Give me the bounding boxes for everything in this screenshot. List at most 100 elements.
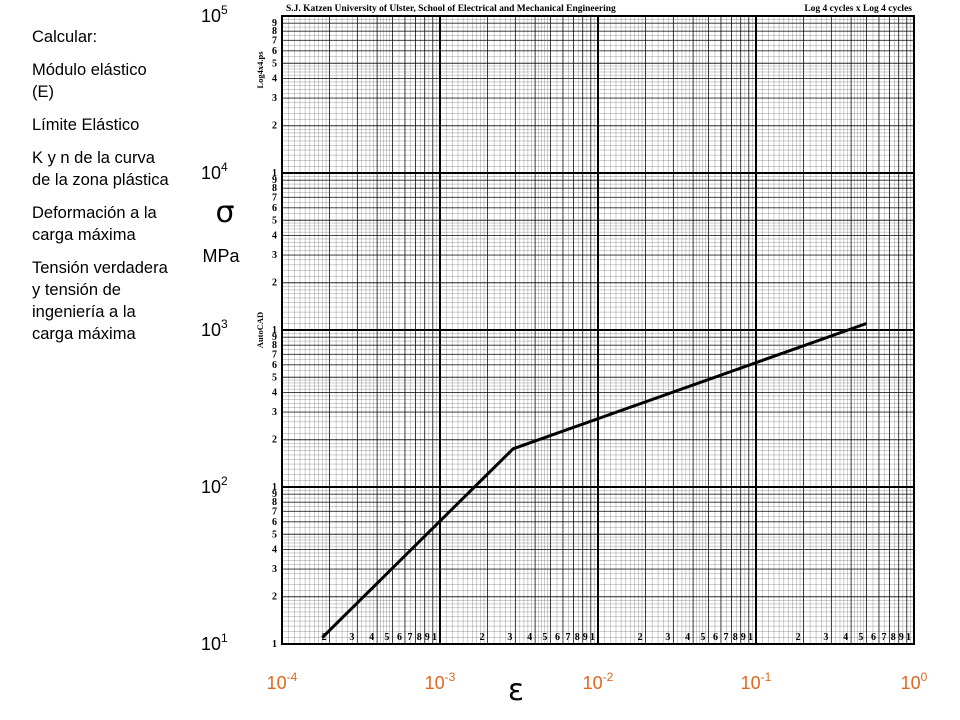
grid-digit-y: 1 bbox=[272, 639, 277, 650]
y-tick-labels: 101 102 103 104 105 bbox=[201, 3, 228, 654]
grid-digit-x: 1 bbox=[906, 632, 911, 643]
grid-digit-x: 2 bbox=[796, 632, 801, 643]
grid-digit-y: 7 bbox=[272, 349, 277, 360]
grid-digit-y: 4 bbox=[272, 544, 277, 555]
grid-digit-x: 5 bbox=[858, 632, 863, 643]
stress-strain-line bbox=[321, 322, 867, 639]
grid-digit-x: 9 bbox=[899, 632, 904, 643]
grid-digit-x: 5 bbox=[700, 632, 705, 643]
x-tick-label: 10-3 bbox=[425, 670, 456, 693]
grid-digit-y: 8 bbox=[272, 340, 277, 351]
grid-digit-x: 1 bbox=[432, 632, 437, 643]
y-axis-label: σ bbox=[215, 195, 234, 230]
grid-digit-x: 5 bbox=[384, 632, 389, 643]
grid-digit-y: 6 bbox=[272, 360, 277, 371]
y-tick-label: 104 bbox=[201, 160, 228, 183]
grid-digit-x: 4 bbox=[843, 632, 848, 643]
x-tick-label: 10-4 bbox=[267, 670, 298, 693]
paper-side-label-top: Log4x4.ps bbox=[255, 51, 265, 89]
sidebar-item-elastic-modulus: Módulo elástico (E) bbox=[32, 61, 147, 101]
grid-digit-y: 2 bbox=[272, 592, 277, 603]
paper-header-right: Log 4 cycles x Log 4 cycles bbox=[804, 4, 912, 14]
grid-digit-y: 7 bbox=[272, 506, 277, 517]
sidebar-item-k-n-plastic: K y n de la curva de la zona plástica bbox=[32, 149, 169, 189]
grid-digit-x: 8 bbox=[575, 632, 580, 643]
grid-digit-y: 6 bbox=[272, 46, 277, 57]
grid-digit-y: 8 bbox=[272, 26, 277, 37]
paper-header-left: S.J. Katzen University of Ulster, School… bbox=[286, 4, 616, 14]
sidebar-questions: Calcular: Módulo elástico (E) Límite Elá… bbox=[32, 26, 172, 356]
grid-digit-x: 1 bbox=[748, 632, 753, 643]
grid bbox=[281, 15, 915, 645]
grid-digit-y: 2 bbox=[272, 121, 277, 132]
grid-digit-x: 6 bbox=[713, 632, 718, 643]
grid-digit-x: 6 bbox=[397, 632, 402, 643]
curve bbox=[321, 322, 867, 639]
plot-border bbox=[281, 15, 915, 645]
grid-digit-y: 9 bbox=[272, 18, 277, 29]
x-axis-label: ε bbox=[508, 673, 524, 708]
sidebar-item-elastic-limit: Límite Elástico bbox=[32, 116, 140, 134]
grid-digit-y: 1 bbox=[272, 168, 277, 179]
y-axis-unit: MPa bbox=[202, 246, 240, 266]
grid-digit-y: 8 bbox=[272, 497, 277, 508]
grid-digit-x: 2 bbox=[638, 632, 643, 643]
grid-digit-x: 4 bbox=[369, 632, 374, 643]
grid-digit-x: 8 bbox=[891, 632, 896, 643]
grid-digit-x: 7 bbox=[882, 632, 887, 643]
grid-digit-x: 6 bbox=[555, 632, 560, 643]
grid-digit-y: 2 bbox=[272, 435, 277, 446]
grid-digit-y: 4 bbox=[272, 387, 277, 398]
grid-digit-x: 4 bbox=[527, 632, 532, 643]
grid-digit-y: 3 bbox=[272, 250, 277, 261]
grid-digit-y: 4 bbox=[272, 73, 277, 84]
grid-digit-y: 7 bbox=[272, 192, 277, 203]
grid-digit-x: 8 bbox=[733, 632, 738, 643]
y-tick-label: 102 bbox=[201, 474, 228, 497]
grid-digit-y: 5 bbox=[272, 529, 277, 540]
grid-minor-labels: 2 3 4 5 6 7 8 9 1 2 3 4 5 6 7 8 9 1 2 3 4 5 6 7 8 9 1 2 3 4 5 6 7 8 9 11234… bbox=[272, 18, 911, 650]
grid-digit-x: 7 bbox=[566, 632, 571, 643]
grid-digit-y: 7 bbox=[272, 35, 277, 46]
grid-digit-y: 1 bbox=[272, 325, 277, 336]
grid-digit-x: 1 bbox=[590, 632, 595, 643]
grid-digit-y: 5 bbox=[272, 58, 277, 69]
sidebar-item-strain-max-load: Deformación a la carga máxima bbox=[32, 204, 157, 244]
x-tick-label: 10-2 bbox=[583, 670, 614, 693]
grid-digit-x: 3 bbox=[823, 632, 828, 643]
grid-digit-y: 3 bbox=[272, 564, 277, 575]
grid-digit-x: 7 bbox=[408, 632, 413, 643]
grid-digit-y: 5 bbox=[272, 372, 277, 383]
x-tick-label: 10-1 bbox=[741, 670, 772, 693]
sidebar-heading: Calcular: bbox=[32, 28, 98, 46]
grid-digit-y: 9 bbox=[272, 175, 277, 186]
grid-digit-x: 4 bbox=[685, 632, 690, 643]
grid-digit-y: 1 bbox=[272, 482, 277, 493]
grid-digit-x: 9 bbox=[583, 632, 588, 643]
grid-digit-x: 5 bbox=[542, 632, 547, 643]
grid-digit-x: 9 bbox=[741, 632, 746, 643]
y-tick-label: 105 bbox=[201, 3, 228, 26]
grid-digit-y: 3 bbox=[272, 407, 277, 418]
grid-digit-x: 6 bbox=[871, 632, 876, 643]
x-tick-labels: 10-4 10-3 10-2 10-1 100 bbox=[267, 670, 928, 693]
grid-digit-x: 9 bbox=[425, 632, 430, 643]
sidebar-item-true-eng-stress: Tensión verdadera y tensión de ingenierí… bbox=[32, 259, 168, 343]
grid-digit-y: 4 bbox=[272, 230, 277, 241]
grid-digit-y: 6 bbox=[272, 203, 277, 214]
y-tick-label: 101 bbox=[201, 631, 228, 654]
grid-digit-x: 2 bbox=[480, 632, 485, 643]
grid-digit-x: 3 bbox=[665, 632, 670, 643]
grid-digit-x: 8 bbox=[417, 632, 422, 643]
y-tick-label: 103 bbox=[201, 317, 228, 340]
grid-digit-x: 3 bbox=[349, 632, 354, 643]
grid-digit-y: 9 bbox=[272, 332, 277, 343]
grid-digit-y: 5 bbox=[272, 215, 277, 226]
grid-digit-y: 2 bbox=[272, 278, 277, 289]
grid-digit-y: 3 bbox=[272, 93, 277, 104]
grid-digit-y: 8 bbox=[272, 183, 277, 194]
grid-digit-x: 3 bbox=[507, 632, 512, 643]
grid-digit-y: 9 bbox=[272, 489, 277, 500]
paper-side-label-mid: AutoCAD bbox=[255, 312, 265, 348]
